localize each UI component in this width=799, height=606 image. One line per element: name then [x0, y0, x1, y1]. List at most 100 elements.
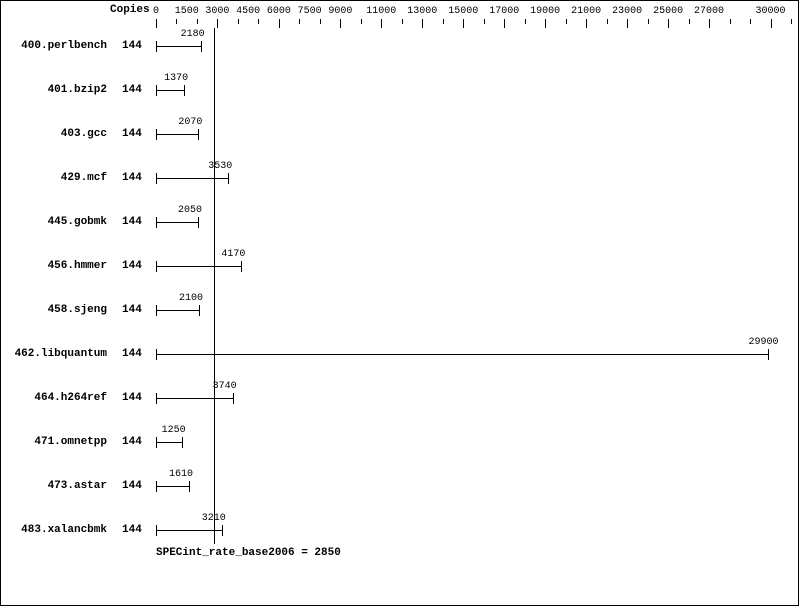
bar-start-cap — [156, 305, 157, 316]
spec-chart: Copies 015003000450060007500900011000130… — [0, 0, 799, 606]
benchmark-bar — [156, 222, 198, 223]
benchmark-name: 456.hmmer — [3, 260, 107, 272]
bar-start-cap — [156, 217, 157, 228]
axis-tick-minor — [320, 19, 321, 24]
axis-tick-label: 13000 — [407, 6, 437, 17]
axis-tick-minor — [299, 19, 300, 24]
axis-tick-minor — [238, 19, 239, 24]
axis-tick-major — [668, 19, 669, 28]
bar-start-cap — [156, 85, 157, 96]
axis-tick-minor — [484, 19, 485, 24]
benchmark-name: 464.h264ref — [3, 392, 107, 404]
axis-tick-major — [422, 19, 423, 28]
benchmark-name: 429.mcf — [3, 172, 107, 184]
axis-tick-major — [771, 19, 772, 28]
benchmark-copies: 144 — [122, 128, 142, 140]
benchmark-bar — [156, 354, 768, 355]
benchmark-value-label: 2180 — [181, 29, 205, 40]
axis-tick-major — [279, 19, 280, 28]
benchmark-value-label: 29900 — [748, 337, 778, 348]
axis-tick-minor — [566, 19, 567, 24]
bar-start-cap — [156, 525, 157, 536]
benchmark-value-label: 2050 — [178, 205, 202, 216]
axis-tick-major — [545, 19, 546, 28]
axis-tick-major — [586, 19, 587, 28]
benchmark-name: 445.gobmk — [3, 216, 107, 228]
axis-tick-minor — [402, 19, 403, 24]
axis-tick-label: 15000 — [448, 6, 478, 17]
benchmark-bar — [156, 486, 189, 487]
benchmark-name: 458.sjeng — [3, 304, 107, 316]
benchmark-value-label: 1370 — [164, 73, 188, 84]
axis-tick-label: 0 — [153, 6, 159, 17]
benchmark-value-label: 1610 — [169, 469, 193, 480]
benchmark-bar — [156, 530, 222, 531]
benchmark-bar — [156, 90, 184, 91]
axis-tick-label: 3000 — [205, 6, 229, 17]
benchmark-value-label: 4170 — [221, 249, 245, 260]
bar-start-cap — [156, 41, 157, 52]
axis-tick-label: 7500 — [298, 6, 322, 17]
benchmark-copies: 144 — [122, 84, 142, 96]
benchmark-copies: 144 — [122, 260, 142, 272]
benchmark-value-label: 2070 — [178, 117, 202, 128]
bar-end-cap — [199, 305, 200, 316]
bar-start-cap — [156, 173, 157, 184]
axis-tick-label: 27000 — [694, 6, 724, 17]
axis-tick-label: 30000 — [756, 6, 786, 17]
bar-end-cap — [182, 437, 183, 448]
benchmark-bar — [156, 310, 199, 311]
axis-tick-major — [627, 19, 628, 28]
bar-end-cap — [189, 481, 190, 492]
benchmark-name: 400.perlbench — [3, 40, 107, 52]
benchmark-bar — [156, 134, 198, 135]
axis-tick-label: 17000 — [489, 6, 519, 17]
bar-start-cap — [156, 129, 157, 140]
bar-start-cap — [156, 481, 157, 492]
bar-start-cap — [156, 437, 157, 448]
benchmark-copies: 144 — [122, 480, 142, 492]
axis-tick-minor — [443, 19, 444, 24]
benchmark-bar — [156, 266, 241, 267]
benchmark-value-label: 3530 — [208, 161, 232, 172]
bar-end-cap — [222, 525, 223, 536]
axis-tick-major — [340, 19, 341, 28]
axis-tick-major — [504, 19, 505, 28]
bar-start-cap — [156, 261, 157, 272]
benchmark-name: 462.libquantum — [3, 348, 107, 360]
bar-end-cap — [768, 349, 769, 360]
axis-tick-minor — [791, 19, 792, 24]
axis-tick-label: 19000 — [530, 6, 560, 17]
bar-end-cap — [228, 173, 229, 184]
copies-header: Copies — [110, 4, 150, 16]
axis-tick-minor — [648, 19, 649, 24]
axis-tick-minor — [525, 19, 526, 24]
bar-end-cap — [233, 393, 234, 404]
axis-tick-label: 25000 — [653, 6, 683, 17]
benchmark-copies: 144 — [122, 216, 142, 228]
axis-tick-label: 21000 — [571, 6, 601, 17]
axis-tick-minor — [689, 19, 690, 24]
benchmark-bar — [156, 46, 201, 47]
bar-start-cap — [156, 393, 157, 404]
benchmark-name: 473.astar — [3, 480, 107, 492]
axis-tick-minor — [176, 19, 177, 24]
axis-tick-major — [709, 19, 710, 28]
bar-end-cap — [198, 217, 199, 228]
benchmark-copies: 144 — [122, 40, 142, 52]
axis-tick-label: 4500 — [236, 6, 260, 17]
benchmark-bar — [156, 442, 182, 443]
benchmark-copies: 144 — [122, 392, 142, 404]
benchmark-bar — [156, 178, 228, 179]
axis-tick-major — [463, 19, 464, 28]
axis-tick-minor — [258, 19, 259, 24]
benchmark-value-label: 1250 — [162, 425, 186, 436]
axis-tick-minor — [607, 19, 608, 24]
axis-tick-label: 6000 — [267, 6, 291, 17]
result-label: SPECint_rate_base2006 = 2850 — [156, 547, 341, 559]
benchmark-copies: 144 — [122, 172, 142, 184]
bar-end-cap — [198, 129, 199, 140]
axis-tick-major — [156, 19, 157, 28]
bar-end-cap — [184, 85, 185, 96]
benchmark-value-label: 2100 — [179, 293, 203, 304]
